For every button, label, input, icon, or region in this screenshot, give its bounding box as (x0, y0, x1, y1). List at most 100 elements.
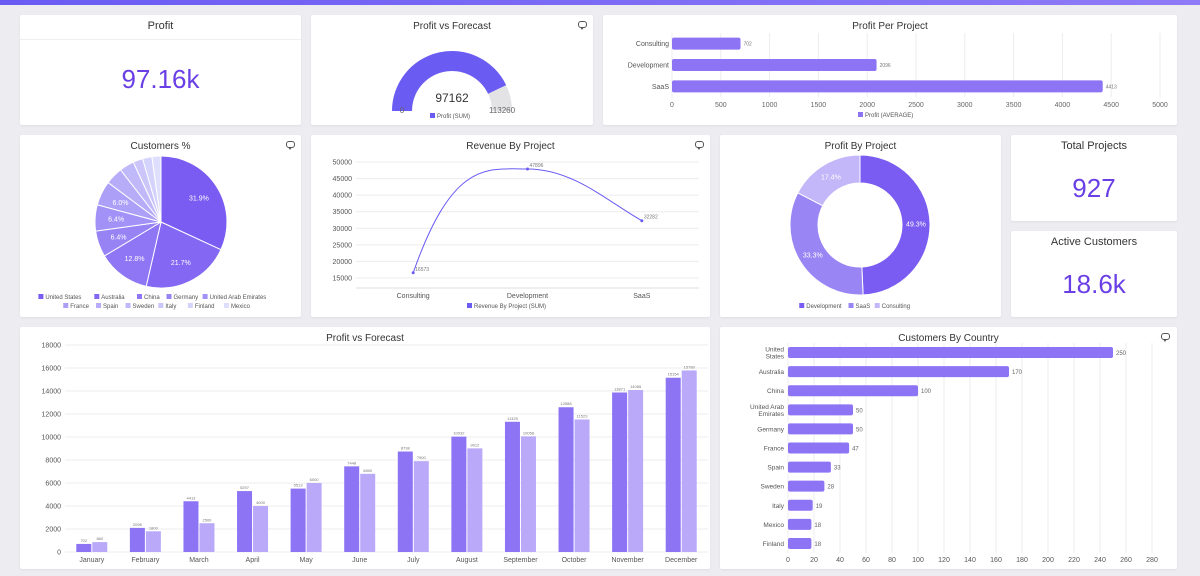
customers-legend-label: United States (45, 295, 81, 301)
bar-value-label: 13871 (614, 386, 626, 391)
profit-by-project-title: Profit By Project (824, 141, 897, 152)
revenue-by-project-chart: 15000 20000 25000 30000 35000 40000 45000 50000… (333, 160, 699, 310)
x-tick-label: 140 (964, 557, 976, 564)
country-label: United Arab (750, 404, 784, 411)
gauge-value-label: 97162 (435, 91, 469, 105)
country-bar (788, 499, 813, 511)
x-tick-label: 120 (938, 557, 950, 564)
forecast-bar (199, 523, 215, 552)
x-tick-label: 1000 (762, 102, 778, 109)
x-tick-label: 4500 (1103, 102, 1119, 109)
country-label: States (766, 354, 785, 361)
active-customers-title: Active Customers (1050, 236, 1138, 248)
x-tick-label: 3000 (957, 102, 973, 109)
customers-legend-label: Germany (174, 295, 199, 301)
profit-donut-slice-label: 33.3% (803, 253, 823, 260)
profit-bar (612, 392, 628, 552)
revenue-value-label: 32282 (644, 215, 658, 221)
bar-value-label: 6000 (310, 477, 320, 482)
country-bar (788, 404, 853, 416)
profit-per-project-card: Profit Per Project 0 500 1000 1500 2000 2500 3… (603, 15, 1177, 125)
bar-value-label: 50 (856, 408, 863, 414)
x-tick-label: 5000 (1152, 102, 1168, 109)
customers-pct-card: Customers % 31.9% 21.7% 12.8% 6.4% 6.4% 6.0% U… (20, 135, 301, 317)
profit-bar (672, 37, 741, 50)
x-tick-label: Consulting (397, 293, 430, 300)
customers-legend-label: Mexico (231, 304, 251, 310)
x-tick-label: Development (507, 293, 548, 300)
x-tick-label: 200 (1042, 557, 1054, 564)
gauge-legend-label-swatch (430, 113, 435, 118)
profit-per-project-title: Profit Per Project (852, 21, 928, 32)
customers-pct-title: Customers % (130, 141, 191, 152)
profit-bar (672, 59, 877, 71)
country-bar (788, 537, 812, 549)
bar-value-label: 4413 (187, 495, 197, 500)
y-tick-label: 14000 (42, 389, 62, 396)
bar-value-label: 9012 (470, 442, 480, 447)
category-label: SaaS (652, 84, 669, 91)
gauge-chart: 97162 0 113260 Profit (SUM) (392, 50, 516, 120)
comment-icon[interactable] (578, 21, 587, 30)
customers-legend-label: United Arab Emirates (210, 295, 267, 301)
profit-bar (237, 491, 253, 552)
customers-legend-label-swatch (223, 303, 229, 308)
customers-legend-label-swatch (158, 303, 164, 308)
profit-donut-slice (859, 154, 931, 296)
customers-by-country-card: Customers By Country 0 20 40 60 80 100 120 140 1… (720, 327, 1177, 569)
forecast-bar (253, 506, 269, 552)
y-tick-label: 40000 (333, 193, 353, 200)
bar-value-label: 10032 (453, 431, 465, 436)
profit-kpi-card: Profit 97.16k (20, 15, 301, 125)
bar-value-label: 15789 (684, 364, 696, 369)
ppp-legend-label: Profit (AVERAGE) (865, 113, 913, 119)
x-tick-label: March (189, 557, 209, 564)
total-projects-kpi-card: Total Projects 927 (1011, 135, 1177, 221)
bar-value-label: 50 (856, 427, 863, 433)
customers-pie-slice-label: 6.4% (108, 217, 124, 224)
bar-value-label: 5297 (240, 485, 250, 490)
bar-value-label: 860 (96, 536, 103, 541)
x-tick-label: April (246, 557, 260, 564)
country-label: Italy (772, 503, 785, 510)
monthly-profit-vs-forecast-title: Profit vs Forecast (326, 333, 404, 344)
x-tick-label: 0 (670, 102, 674, 109)
customers-pie-slice-label: 21.7% (171, 260, 191, 267)
country-label: Finland (763, 541, 785, 548)
x-tick-label: December (665, 557, 698, 564)
x-tick-label: 2000 (859, 102, 875, 109)
bar-value-label: 8738 (401, 446, 411, 451)
total-projects-title: Total Projects (1060, 140, 1128, 152)
country-label: Emirates (758, 411, 784, 418)
country-bar (788, 518, 812, 530)
customers-legend-label: Sweden (133, 304, 155, 310)
profit-bar (76, 543, 92, 552)
customers-pie-slice (145, 221, 222, 289)
customers-legend-label-swatch (96, 303, 102, 308)
forecast-bar (681, 370, 697, 552)
profit-donut-slice-label: 17.4% (821, 175, 841, 182)
customers-pie-slice-label: 6.0% (113, 200, 129, 207)
x-tick-label: 260 (1120, 557, 1132, 564)
profit-donut-slice-label: 49.3% (906, 221, 926, 228)
profit-donut-legend-label: Development (806, 304, 842, 310)
x-tick-label: 3500 (1006, 102, 1022, 109)
y-tick-label: 2000 (45, 527, 61, 534)
customers-legend-label-swatch (63, 303, 69, 308)
revenue-point (526, 167, 529, 171)
category-label: Development (628, 63, 669, 70)
profit-donut-slice (789, 192, 864, 296)
comment-icon[interactable] (1161, 333, 1170, 342)
country-label: France (764, 446, 785, 453)
profit-bar (665, 377, 681, 552)
profit-bar (504, 421, 520, 552)
bar-value-label: 2500 (203, 517, 213, 522)
country-bar (788, 480, 825, 492)
x-tick-label: June (352, 557, 367, 564)
comment-icon[interactable] (286, 141, 295, 150)
customers-pie-slice-label: 12.8% (125, 256, 145, 263)
profit-donut-legend-label-swatch (874, 303, 880, 308)
forecast-bar (574, 419, 590, 552)
profit-bar (451, 436, 467, 552)
comment-icon[interactable] (695, 141, 704, 150)
